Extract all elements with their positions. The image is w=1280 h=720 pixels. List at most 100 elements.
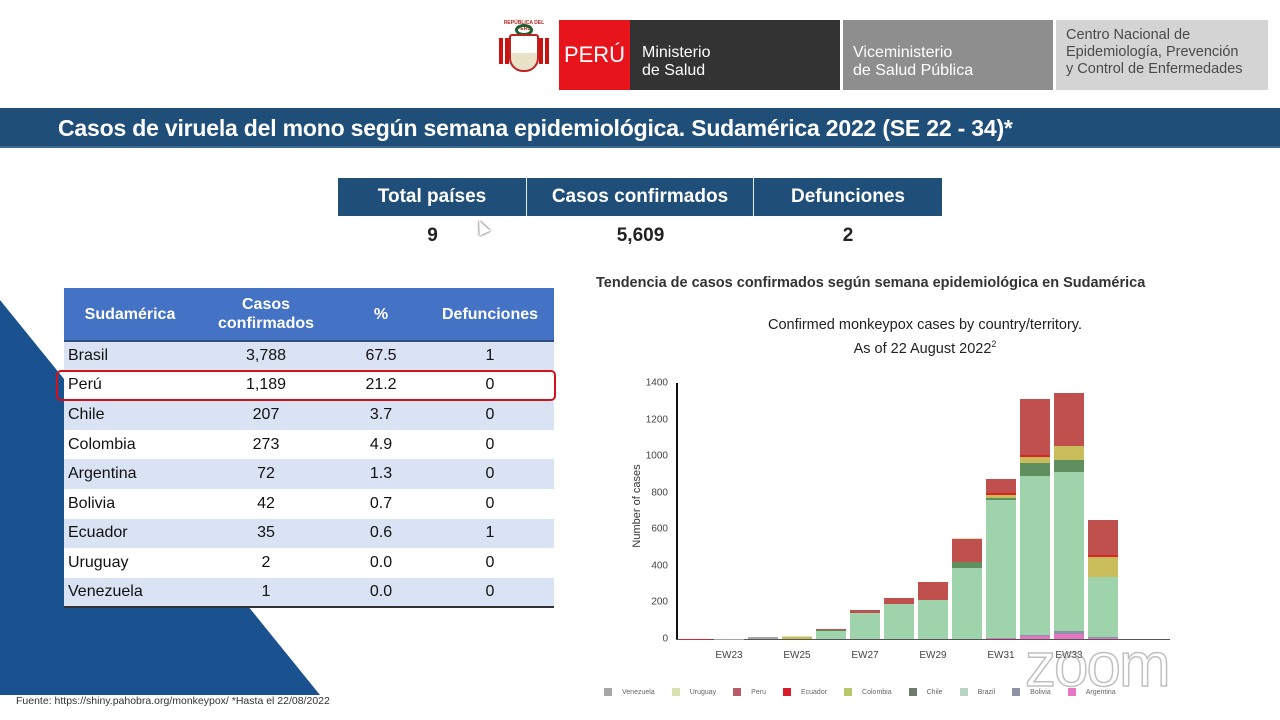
country-table: Sudamérica Casos confirmados % Defuncion… (64, 288, 554, 609)
table-row: Bolivia 42 0.7 0 (64, 488, 554, 519)
chart-title-line1: Confirmed monkeypox cases by country/ter… (767, 317, 1082, 333)
legend-item-argentina: Argentina (1067, 688, 1116, 696)
viceministerio-logo: Viceministerio de Salud Pública (843, 20, 1053, 90)
bar-ew26 (816, 628, 846, 639)
bar-segment-chile (1020, 463, 1050, 477)
bar-segment-peru (1054, 393, 1084, 446)
cell-deaths: 1 (426, 518, 554, 549)
bar-segment-colombia (1088, 556, 1118, 577)
cell-cases: 2 (196, 548, 337, 578)
cell-deaths: 1 (426, 341, 554, 371)
legend-label: Colombia (862, 688, 892, 696)
summary-header: Casos confirmados (527, 178, 754, 216)
title-bar: Casos de viruela del mono según semana e… (0, 108, 1280, 148)
bar-ew31 (986, 479, 1016, 639)
x-tick-label: EW23 (715, 650, 743, 661)
bar-ew30 (952, 538, 982, 639)
chart-legend: Venezuela Uruguay Peru Ecuador Colombia Chile… (604, 688, 1133, 696)
table-row: Brasil 3,788 67.5 1 (64, 341, 554, 371)
legend-label: Venezuela (622, 688, 655, 696)
legend-item-venezuela: Venezuela (604, 688, 655, 696)
cell-cases: 1 (196, 577, 337, 609)
header-logos: REPÚBLICA DEL PERÚ PERÚ Ministerio de Sa… (495, 20, 1268, 92)
cell-country: Chile (64, 400, 196, 430)
cell-deaths: 0 (426, 429, 554, 460)
y-tick-label: 1400 (645, 377, 668, 389)
y-tick-label: 1000 (645, 450, 668, 462)
x-axis (676, 639, 1170, 640)
y-tick-label: 200 (651, 596, 668, 608)
table-row: Uruguay 2 0.0 0 (64, 548, 554, 578)
y-tick-label: 400 (651, 560, 668, 572)
chart-subtitle: As of 22 August 2022 (853, 340, 992, 357)
bar-segment-ecuador (986, 493, 1016, 495)
table-row: Argentina 72 1.3 0 (64, 459, 554, 489)
legend-swatch-icon (1067, 688, 1076, 696)
table-row: Colombia 273 4.9 0 (64, 429, 554, 460)
legend-item-bolivia: Bolivia (1012, 688, 1051, 696)
y-tick-label: 0 (662, 633, 668, 645)
bar-ew34 (1088, 519, 1118, 639)
x-tick-label: EW31 (987, 650, 1015, 661)
cell-deaths: 0 (426, 548, 554, 578)
bar-ew33 (1054, 393, 1084, 639)
cell-percent: 1.3 (336, 459, 427, 489)
cdc-line1: Centro Nacional de (1066, 27, 1191, 43)
bar-segment-argentina (1088, 638, 1118, 639)
ministerio-line2: de Salud (642, 62, 706, 79)
bar-segment-venezuela (748, 637, 778, 639)
cell-country: Ecuador (64, 518, 196, 549)
bar-segment-brasil (884, 604, 914, 639)
zoom-watermark: zoom (1024, 630, 1171, 701)
legend-label: Uruguay (689, 688, 717, 696)
legend-swatch-icon (1012, 688, 1021, 696)
summary-value: 2 (842, 225, 854, 246)
bar-segment-argentina (986, 638, 1016, 639)
legend-swatch-icon (782, 688, 791, 696)
peru-logo: PERÚ (559, 20, 630, 90)
bar-segment-chile (986, 498, 1016, 501)
vice-line2: de Salud Pública (853, 62, 974, 79)
legend-swatch-icon (733, 688, 742, 696)
legend-item-brazil: Brazil (959, 688, 996, 696)
summary-header: Total países (338, 178, 527, 216)
summary-value: 9 (427, 225, 438, 246)
y-axis (676, 383, 678, 640)
bar-segment-brasil (1088, 576, 1118, 638)
table-row: Chile 207 3.7 0 (64, 400, 554, 430)
column-header: Casos confirmados (196, 288, 337, 342)
cell-country: Argentina (64, 459, 196, 489)
cell-country: Perú (64, 370, 196, 401)
bar-segment-brasil (1054, 471, 1084, 631)
bar-segment-colombia (986, 494, 1016, 499)
summary-table: Total países 9 Casos confirmados 5,609 D… (338, 178, 942, 256)
cell-deaths: 0 (426, 488, 554, 519)
bar-segment-brasil (918, 599, 948, 639)
cdc-logo: Centro Nacional de Epidemiología, Preven… (1056, 20, 1268, 90)
legend-label: Chile (926, 688, 943, 696)
table-row: Ecuador 35 0.6 1 (64, 518, 554, 549)
legend-label: Argentina (1085, 688, 1116, 696)
bar-segment-brasil (986, 500, 1016, 639)
cell-cases: 1,189 (196, 370, 337, 401)
source-footnote: Fuente: https://shiny.pahobra.org/monkey… (16, 695, 330, 707)
y-tick-label: 600 (651, 523, 668, 535)
cell-cases: 72 (196, 459, 337, 489)
cell-deaths: 0 (426, 577, 554, 609)
legend-label: Peru (751, 688, 766, 696)
bar-ew32 (1020, 398, 1050, 639)
cell-country: Brasil (64, 341, 196, 371)
summary-header: Defunciones (754, 178, 942, 216)
chart-title: Confirmed monkeypox cases by country/ter… (690, 316, 1160, 359)
cell-cases: 207 (196, 400, 337, 430)
bar-segment-bolivia (1054, 630, 1084, 635)
legend-swatch-icon (959, 688, 968, 696)
legend-item-uruguay: Uruguay (671, 688, 717, 696)
bar-ew29 (918, 582, 948, 639)
bar-ew24 (748, 637, 778, 639)
page-title: Casos de viruela del mono según semana e… (58, 115, 1013, 141)
legend-label: Brazil (977, 688, 996, 696)
ministerio-logo: Ministerio de Salud (630, 20, 840, 90)
cell-percent: 0.0 (336, 548, 427, 578)
bar-segment-ecuador (1054, 445, 1084, 447)
